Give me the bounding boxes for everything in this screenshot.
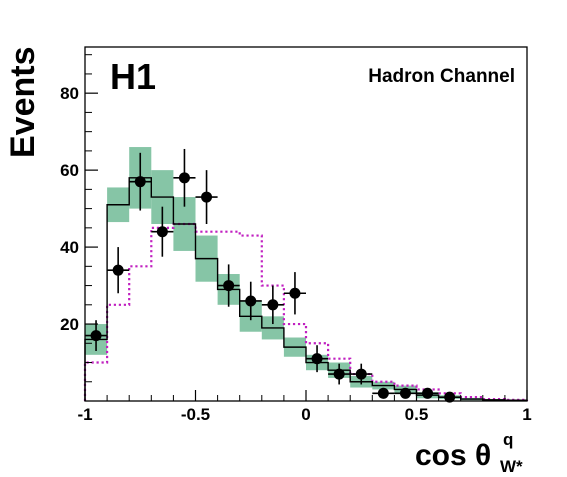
x-tick-label: -0.5 <box>181 405 210 424</box>
data-point <box>422 387 434 399</box>
y-axis-label: Events <box>4 47 42 159</box>
data-point <box>444 391 456 403</box>
data-point <box>90 330 102 342</box>
channel-annotation: Hadron Channel <box>368 66 515 87</box>
x-ticks: -1 -0.5 0 0.5 1 <box>77 390 532 424</box>
y-tick-label: 40 <box>60 238 79 257</box>
data-point <box>355 368 367 380</box>
x-axis-label-superscript: q <box>503 430 513 449</box>
dotted-step-line <box>83 222 529 401</box>
data-point <box>399 387 411 399</box>
x-tick-label: 1 <box>522 405 531 424</box>
y-ticks: 20 40 60 80 <box>60 54 98 383</box>
data-point <box>156 226 168 238</box>
x-tick-label: 0 <box>301 405 310 424</box>
data-point <box>245 295 257 307</box>
data-point <box>178 172 190 184</box>
data-point <box>311 353 323 365</box>
y-tick-label: 60 <box>60 161 79 180</box>
data-points-layer <box>85 148 461 403</box>
data-point <box>267 299 279 311</box>
dotted-step-layer <box>83 222 529 401</box>
x-axis-label-main: cos θ <box>415 439 491 472</box>
y-tick-label: 20 <box>60 315 79 334</box>
data-point <box>201 191 213 203</box>
logo-text: H1 <box>110 56 156 97</box>
data-point <box>377 387 389 399</box>
data-point <box>112 264 124 276</box>
x-axis-label-subscript: W* <box>500 457 523 476</box>
y-tick-label: 80 <box>60 84 79 103</box>
x-tick-label: -1 <box>77 405 92 424</box>
x-axis-label: cos θ <box>415 439 491 472</box>
data-point <box>223 280 235 292</box>
data-point <box>289 287 301 299</box>
data-point <box>134 176 146 188</box>
x-tick-label: 0.5 <box>405 405 429 424</box>
data-point <box>333 368 345 380</box>
